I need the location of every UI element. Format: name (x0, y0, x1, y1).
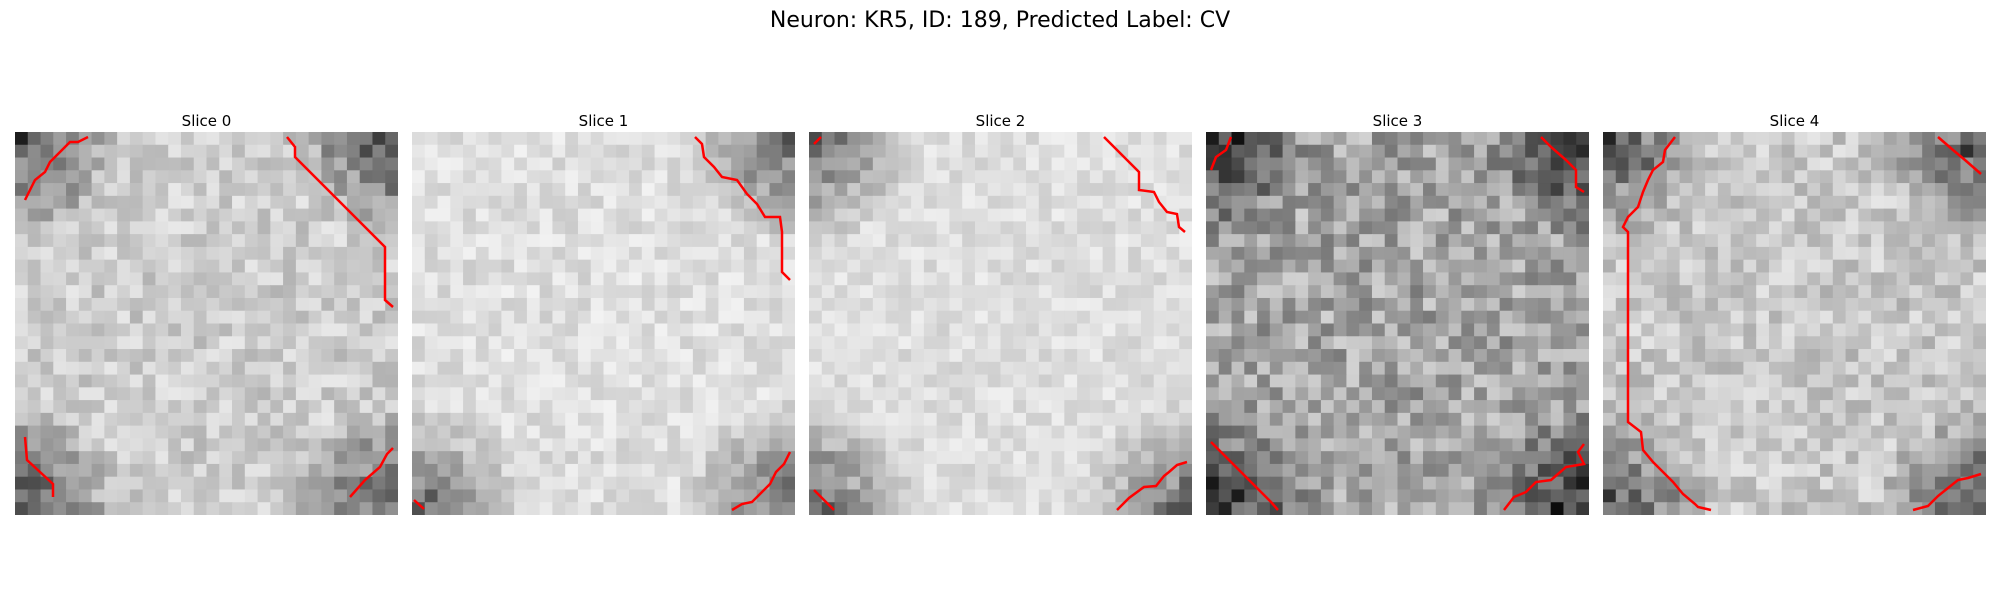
slice-image-1 (412, 132, 795, 515)
contour-line (23, 436, 55, 497)
slice-title: Slice 2 (975, 112, 1026, 130)
contour-lines (23, 135, 394, 498)
figure-title: Neuron: KR5, ID: 189, Predicted Label: C… (769, 8, 1231, 33)
contour-line (1937, 136, 1982, 175)
slice-image-2 (809, 132, 1192, 515)
contour-line (349, 447, 394, 498)
slice-image-4 (1603, 132, 1986, 515)
slice-title: Slice 0 (181, 112, 232, 130)
slice-title: Slice 3 (1372, 112, 1423, 130)
contour-line (1621, 136, 1712, 512)
pixel-grid (1206, 132, 1589, 515)
contour-lines (1209, 136, 1586, 511)
contour-line (1209, 136, 1233, 171)
slice-panel-2: Slice 2 (809, 110, 1192, 515)
contour-line (286, 136, 394, 308)
slice-panel-4: Slice 4 (1603, 110, 1986, 515)
slice-title: Slice 4 (1769, 112, 1820, 130)
pixel-grid (15, 132, 398, 515)
contour-line (1116, 460, 1188, 511)
pixel-grid (1603, 132, 1986, 515)
slice-image-0 (15, 132, 398, 515)
contour-line (413, 499, 425, 510)
contour-line (1103, 136, 1186, 233)
slice-panel-3: Slice 3 (1206, 110, 1589, 515)
contour-lines (813, 136, 1188, 511)
contour-line (813, 489, 835, 511)
pixel-grid (809, 132, 1192, 515)
contour-line (1540, 136, 1585, 194)
contour-line (23, 135, 89, 201)
pixel-grid (412, 132, 795, 515)
contour-line (1503, 443, 1586, 511)
contour-line (694, 136, 791, 281)
slice-panel-0: Slice 0 (15, 110, 398, 515)
slice-image-3 (1206, 132, 1589, 515)
contour-line (1210, 441, 1279, 511)
contour-line (731, 451, 792, 512)
slice-panel-1: Slice 1 (412, 110, 795, 515)
contour-lines (1621, 136, 1982, 512)
contour-lines (413, 136, 792, 512)
slice-title: Slice 1 (578, 112, 629, 130)
contour-line (1912, 472, 1982, 512)
contour-line (813, 136, 822, 145)
